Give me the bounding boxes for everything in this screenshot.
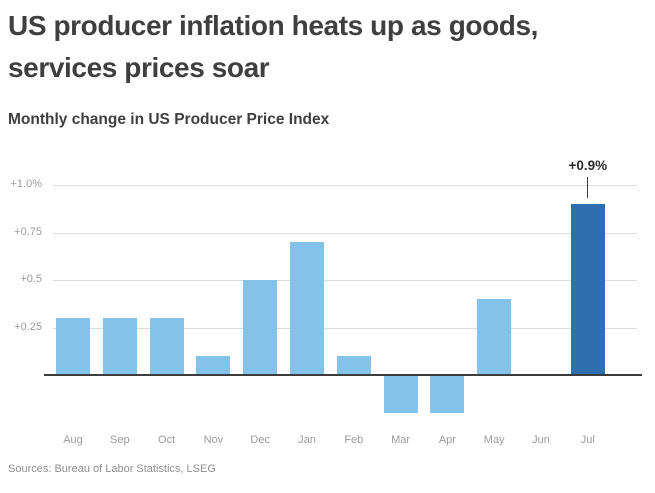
x-axis-label: Nov bbox=[203, 434, 224, 446]
gridline bbox=[53, 232, 637, 234]
y-axis-label: +0.25 bbox=[14, 320, 42, 333]
y-axis-label: +0.5 bbox=[20, 273, 42, 285]
bar-feb bbox=[336, 356, 371, 375]
gridline bbox=[53, 327, 637, 329]
x-axis-label: Feb bbox=[344, 434, 364, 446]
chart-title: US producer inflation heats up as goods,… bbox=[8, 5, 652, 89]
zero-baseline bbox=[44, 374, 642, 376]
bar-oct bbox=[149, 318, 184, 375]
bar-jul bbox=[570, 204, 605, 375]
x-axis-label: Oct bbox=[158, 434, 176, 446]
bar-mar bbox=[383, 375, 418, 413]
bar-dec bbox=[243, 280, 278, 375]
bar-may bbox=[477, 299, 512, 375]
bar-aug bbox=[56, 318, 90, 375]
x-axis-label: Aug bbox=[63, 434, 83, 446]
x-axis-label: May bbox=[483, 434, 505, 446]
x-axis-label: Jan bbox=[298, 434, 316, 446]
y-axis-label: +0.75 bbox=[14, 225, 42, 238]
value-annotation: +0.9% bbox=[568, 158, 608, 173]
chart-title-line2: services prices soar bbox=[8, 52, 270, 83]
bar-sep bbox=[102, 318, 137, 375]
chart-subtitle: Monthly change in US Producer Price Inde… bbox=[8, 111, 330, 128]
gridline bbox=[53, 280, 637, 281]
x-axis-label: Apr bbox=[438, 434, 456, 446]
x-axis-label: Mar bbox=[391, 434, 411, 446]
source-note: Sources: Bureau of Labor Statistics, LSE… bbox=[8, 463, 216, 475]
gridline bbox=[53, 185, 637, 186]
annotation-pointer-line bbox=[587, 177, 589, 198]
chart-title-line1: US producer inflation heats up as goods, bbox=[8, 10, 539, 41]
bar-apr bbox=[430, 375, 465, 413]
bar-nov bbox=[196, 356, 231, 375]
x-axis-label: Dec bbox=[250, 434, 270, 446]
x-axis-label: Jun bbox=[532, 434, 550, 446]
x-axis-label: Jul bbox=[580, 434, 595, 446]
x-axis-label: Sep bbox=[110, 434, 130, 446]
bar-jan bbox=[290, 242, 324, 375]
y-axis-label: +1.0% bbox=[10, 178, 43, 190]
